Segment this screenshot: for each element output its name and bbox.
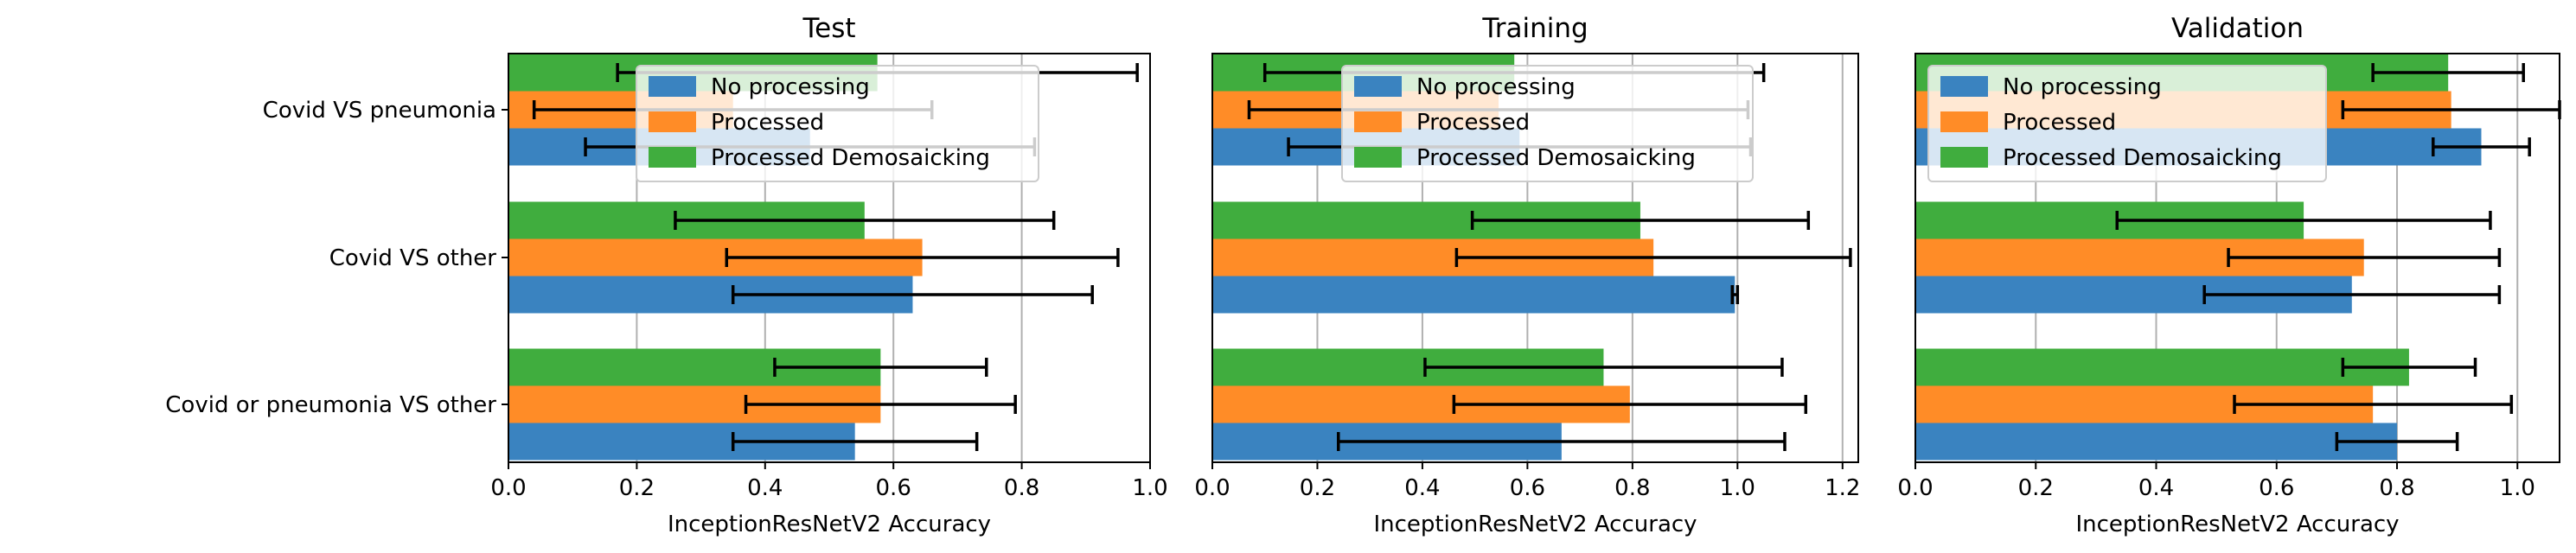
legend-label: Processed Demosaicking [1416,145,1696,171]
legend-swatch [1940,111,1988,132]
x-tick-label: 0.2 [1300,475,1335,501]
axes-frame [1914,53,2560,463]
legend-swatch [649,111,696,132]
legend-box [1927,65,2327,182]
legend-box [636,65,1039,182]
x-tick-label: 1.0 [2500,475,2535,501]
x-tick-label: 0.6 [1510,475,1545,501]
legend-label: No processing [2003,74,2162,100]
legend-swatch [1354,111,1402,132]
legend-swatch [1354,76,1402,97]
x-axis-label: InceptionResNetV2 Accuracy [668,512,991,537]
chart-title: Validation [2171,13,2304,44]
axes-frame [1211,53,1859,463]
legend-swatch [1940,76,1988,97]
x-tick-label: 0.6 [2259,475,2294,501]
x-axis-label: InceptionResNetV2 Accuracy [2075,512,2399,537]
x-tick-label: 0.0 [490,475,526,501]
legend-label: No processing [711,74,870,100]
legend-label: Processed Demosaicking [2003,145,2282,171]
bar [1915,423,2398,461]
x-tick-label: 1.0 [1132,475,1167,501]
legend-swatch [1354,147,1402,168]
chart-title: Training [1481,13,1588,44]
bar [1915,348,2409,386]
category-label: Covid or pneumonia VS other [165,392,496,418]
x-tick-label: 0.6 [876,475,911,501]
bar [1212,276,1735,314]
x-tick-label: 1.0 [1720,475,1755,501]
x-tick-label: 0.4 [2138,475,2174,501]
legend-label: Processed Demosaicking [711,145,990,171]
x-tick-label: 0.0 [1897,475,1933,501]
x-axis-label: InceptionResNetV2 Accuracy [1373,512,1697,537]
x-tick-label: 0.0 [1194,475,1230,501]
legend-swatch [649,76,696,97]
x-tick-label: 0.4 [747,475,783,501]
x-tick-label: 0.2 [619,475,655,501]
legend-box [1341,65,1754,182]
legend-label: Processed [1416,110,1530,136]
x-tick-label: 0.8 [2379,475,2414,501]
x-tick-label: 0.2 [2018,475,2054,501]
legend-swatch [1940,147,1988,168]
x-tick-label: 0.8 [1614,475,1650,501]
legend-label: Processed [2003,110,2116,136]
legend-label: No processing [1416,74,1576,100]
x-tick-label: 1.2 [1825,475,1860,501]
category-label: Covid VS other [329,245,497,271]
x-tick-label: 0.4 [1404,475,1440,501]
chart-title: Test [802,13,855,44]
legend-swatch [649,147,696,168]
x-tick-label: 0.8 [1004,475,1039,501]
category-label: Covid VS pneumonia [263,98,496,124]
legend-label: Processed [711,110,824,136]
